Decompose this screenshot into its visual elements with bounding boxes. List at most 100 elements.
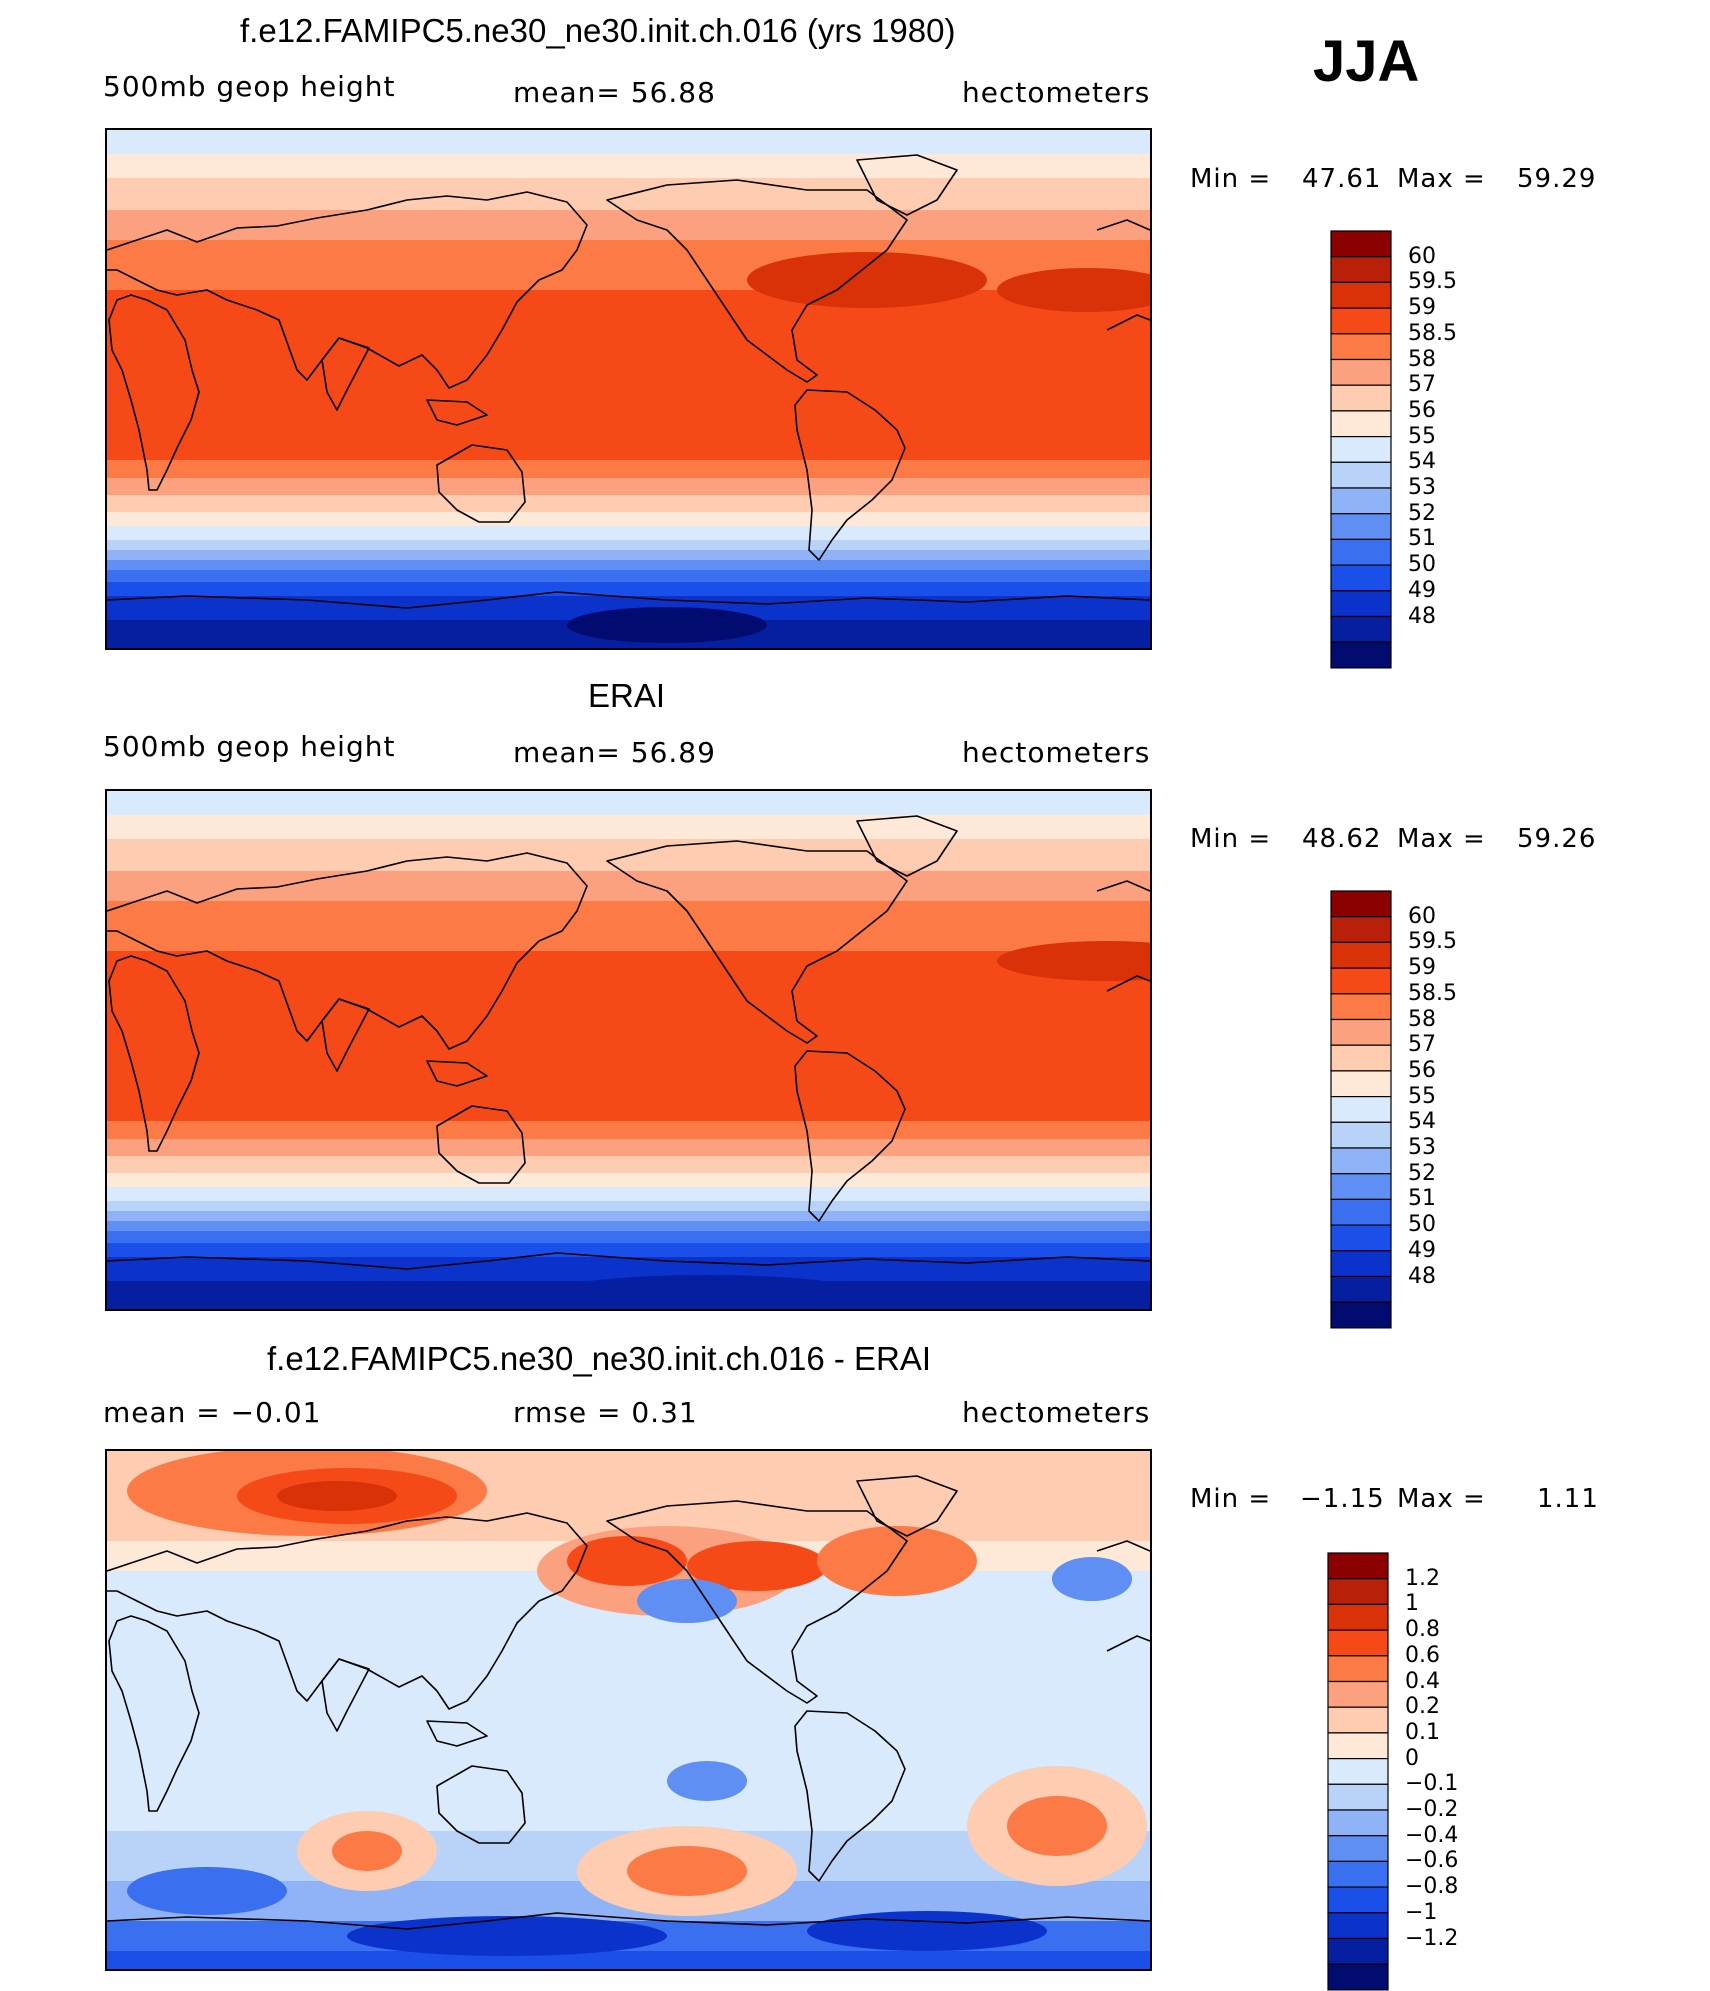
colorbar-tick-label: 56: [1408, 397, 1436, 423]
colorbar-tick-label: 0.8: [1405, 1617, 1440, 1643]
contour-band: [107, 154, 1150, 178]
colorbar-tick-label: 54: [1408, 1109, 1436, 1135]
colorbar-swatch: [1330, 1301, 1392, 1329]
contour-band: [107, 240, 1150, 290]
colorbar-tick-label: 58.5: [1408, 980, 1457, 1006]
colorbar-swatch: [1330, 333, 1392, 361]
contour-band: [107, 1211, 1150, 1221]
colorbar-tick-label: 51: [1408, 1186, 1436, 1212]
colorbar-tick-label: −0.1: [1405, 1771, 1459, 1797]
colorbar-tick-label: 0.4: [1405, 1668, 1440, 1694]
colorbar-swatch: [1327, 1963, 1389, 1991]
contour-cell: [667, 1761, 747, 1801]
colorbar-svg: [1327, 1552, 1389, 1991]
contour-band: [107, 901, 1150, 951]
contour-band: [107, 495, 1150, 512]
contour-cell: [332, 1831, 402, 1871]
coastline: [426, 399, 488, 426]
colorbar-swatch: [1330, 993, 1392, 1021]
colorbar-tick-label: 55: [1408, 423, 1436, 449]
colorbar-tick-label: 50: [1408, 552, 1436, 578]
panel-3-title: f.e12.FAMIPC5.ne30_ne30.init.ch.016 - ER…: [267, 1340, 932, 1377]
contour-cell: [627, 1846, 747, 1896]
panel-2-map: [105, 789, 1152, 1311]
contour-band: [107, 550, 1150, 560]
colorbar-tick-label: −0.6: [1405, 1848, 1459, 1874]
contour-band: [107, 1951, 1150, 1969]
panel-1-units-label: hectometers: [962, 76, 1151, 109]
coastline: [321, 337, 370, 411]
contour-cell: [1052, 1557, 1132, 1601]
colorbar-swatch: [1330, 615, 1392, 643]
panel-3-min-value: −1.15: [1300, 1484, 1385, 1514]
coastline: [794, 389, 906, 561]
contour-cell: [557, 1275, 857, 1307]
coastline: [856, 1475, 958, 1537]
colorbar-tick-label: 57: [1408, 1032, 1436, 1058]
coastline: [436, 1105, 526, 1184]
colorbar-swatch: [1327, 1835, 1389, 1863]
contour-band: [107, 478, 1150, 495]
panel-3-units-label: hectometers: [962, 1396, 1151, 1429]
colorbar-tick-label: 49: [1408, 1237, 1436, 1263]
colorbar-tick-label: 59: [1408, 295, 1436, 321]
contour-cell: [817, 1526, 977, 1596]
colorbar-tick-label: −0.2: [1405, 1797, 1459, 1822]
coastline: [606, 1500, 908, 1704]
colorbar-tick-label: 49: [1408, 577, 1436, 603]
panel-1-map-svg: [107, 130, 1150, 648]
colorbar-swatch: [1327, 1886, 1389, 1914]
colorbar-tick-label: 60: [1408, 903, 1436, 929]
panel-1-max-value: 59.29: [1517, 164, 1597, 194]
contour-band: [107, 1156, 1150, 1173]
contour-band: [107, 1121, 1150, 1139]
panel-2-max-value: 59.26: [1517, 824, 1597, 854]
panel-2-map-svg: [107, 791, 1150, 1309]
colorbar-tick-label: 52: [1408, 500, 1436, 526]
contour-cell: [277, 1481, 397, 1511]
colorbar-swatch: [1327, 1578, 1389, 1606]
colorbar-swatch: [1330, 230, 1392, 258]
contour-band: [107, 1221, 1150, 1231]
contour-band: [107, 526, 1150, 540]
colorbar-swatch: [1330, 513, 1392, 541]
panel-3-max-label: Max =: [1397, 1484, 1486, 1514]
colorbar-swatch: [1327, 1706, 1389, 1734]
panel-1-max-label: Max =: [1397, 164, 1486, 194]
coastline: [108, 955, 200, 1152]
colorbar-swatch: [1330, 461, 1392, 489]
colorbar-tick-label: 50: [1408, 1212, 1436, 1238]
colorbar-swatch: [1330, 436, 1392, 463]
coastline: [321, 1658, 370, 1732]
colorbar-tick-label: −1.2: [1405, 1925, 1459, 1951]
colorbar-swatch: [1330, 1224, 1392, 1252]
colorbar-tick-label: 1.2: [1405, 1565, 1440, 1591]
colorbar-swatch: [1327, 1912, 1389, 1940]
coastline: [107, 1512, 588, 1710]
coastline: [1106, 314, 1150, 331]
colorbar-swatch: [1330, 358, 1392, 386]
colorbar-swatch: [1327, 1732, 1389, 1760]
coastline: [794, 1710, 906, 1882]
season-label: JJA: [1313, 29, 1420, 94]
colorbar-swatch: [1330, 307, 1392, 335]
colorbar-tick-label: 59.5: [1408, 269, 1457, 295]
coastline: [321, 998, 370, 1072]
contour-band: [107, 1201, 1150, 1211]
colorbar-swatch: [1330, 641, 1392, 669]
colorbar-swatch: [1330, 890, 1392, 918]
coastline: [1096, 1540, 1150, 1552]
coastline: [1096, 880, 1150, 892]
contour-cell: [747, 252, 987, 308]
colorbar-swatch: [1330, 487, 1392, 515]
coastline: [107, 1912, 1150, 1930]
colorbar-tick-label: 59: [1408, 955, 1436, 981]
panel-1-min-label: Min =: [1190, 164, 1272, 194]
panel-2-max-label: Max =: [1397, 824, 1486, 854]
contour-band: [107, 130, 1150, 154]
contour-cell: [567, 607, 767, 643]
colorbar-tick-label: 57: [1408, 372, 1436, 398]
contour-cell: [997, 268, 1150, 312]
colorbar-tick-label: 1: [1405, 1591, 1419, 1617]
coastline: [1106, 1635, 1150, 1652]
